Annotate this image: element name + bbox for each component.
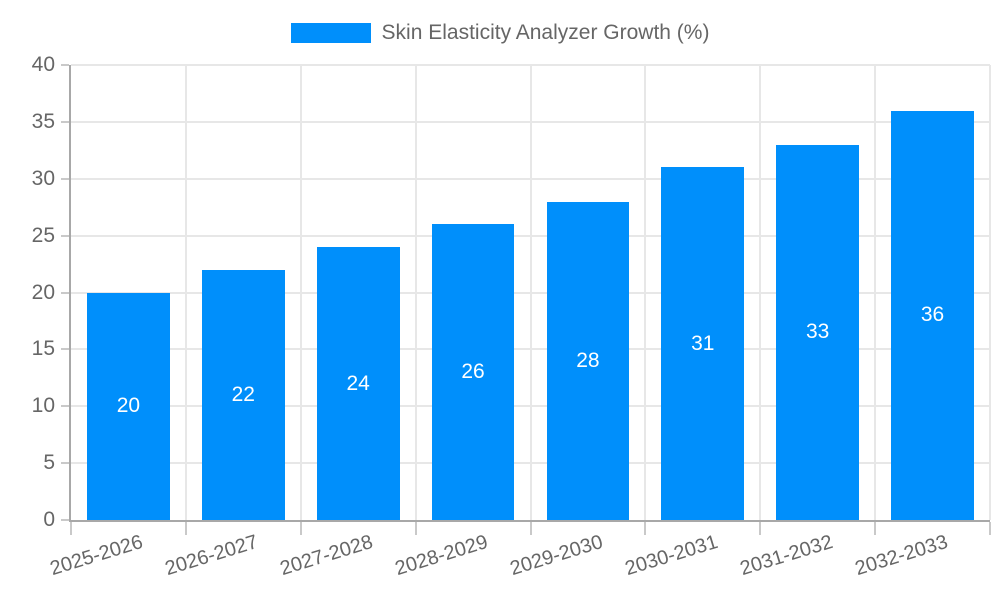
x-axis-ticks [70, 522, 991, 535]
y-axis-tick [61, 291, 69, 294]
y-axis-tick [61, 462, 69, 465]
x-axis-tick [644, 522, 647, 535]
y-axis-tick [61, 234, 69, 237]
x-axis-tick [70, 522, 72, 535]
y-axis-tick-label: 0 [43, 508, 55, 531]
v-gridline [414, 65, 417, 520]
x-axis-tick [299, 522, 302, 535]
legend-label: Skin Elasticity Analyzer Growth (%) [381, 21, 710, 44]
y-axis-tick-label: 20 [31, 280, 55, 304]
v-gridline [184, 65, 187, 520]
x-axis-tick-label: 2025-2026 [47, 531, 146, 581]
y-axis-tick [61, 120, 69, 123]
bar[interactable]: 20 [87, 292, 170, 520]
y-axis-tick [61, 405, 69, 408]
x-axis-tick-label: 2032-2033 [852, 531, 950, 581]
x-axis-tick-label: 2029-2030 [507, 531, 606, 581]
y-axis-tick-label: 30 [31, 166, 55, 190]
y-axis-tick [61, 177, 69, 180]
y-axis-tick [61, 64, 69, 66]
x-axis-labels: 2025-2026 2026-2027 2027-2028 2028-2029 2029… [48, 531, 990, 597]
bar-value-label: 26 [461, 360, 485, 384]
x-axis-tick-label: 2031-2032 [737, 531, 836, 581]
bar-value-label: 24 [346, 371, 370, 395]
bar[interactable]: 28 [546, 201, 630, 520]
x-axis-tick [414, 522, 417, 535]
bar[interactable]: 31 [661, 167, 745, 520]
x-axis-tick [529, 522, 532, 535]
y-axis-tick-label: 40 [31, 53, 55, 76]
y-axis-labels: 0 5 10 15 20 25 30 35 40 [0, 53, 55, 531]
v-gridline [529, 65, 532, 520]
v-gridline [299, 65, 302, 520]
y-axis-tick-label: 10 [31, 394, 55, 418]
legend[interactable]: Skin Elasticity Analyzer Growth (%) [0, 22, 1000, 44]
bar-value-label: 20 [116, 394, 141, 418]
bar[interactable]: 22 [201, 269, 285, 520]
y-axis-tick-label: 15 [31, 337, 55, 361]
bar-value-label: 36 [920, 303, 945, 327]
y-axis-tick-label: 35 [31, 109, 55, 133]
plot-area: 20 22 24 26 28 31 33 36 [69, 64, 991, 522]
y-axis-ticks [61, 64, 69, 521]
x-axis-tick [874, 522, 877, 535]
x-axis-tick [759, 522, 762, 535]
bar-value-label: 28 [576, 348, 600, 372]
x-axis-tick [184, 522, 187, 535]
v-gridline [989, 65, 991, 520]
bar-value-label: 33 [805, 320, 830, 344]
legend-swatch-icon [290, 23, 371, 43]
v-gridline [644, 65, 647, 520]
y-axis-tick-label: 5 [43, 451, 55, 475]
x-axis-tick-label: 2027-2028 [277, 531, 376, 581]
bar[interactable]: 36 [891, 110, 974, 520]
y-axis-tick-label: 25 [31, 223, 55, 247]
bar[interactable]: 26 [431, 224, 515, 520]
v-gridline [759, 65, 762, 520]
bar[interactable]: 24 [316, 247, 400, 520]
x-axis-tick-label: 2028-2029 [392, 531, 491, 581]
y-axis-tick [61, 348, 69, 351]
v-gridline [874, 65, 877, 520]
x-axis-tick-label: 2026-2027 [162, 531, 261, 581]
bar-value-label: 31 [691, 331, 715, 355]
bar-value-label: 22 [231, 382, 255, 406]
y-axis-tick [61, 519, 69, 521]
bar[interactable]: 33 [776, 144, 860, 520]
x-axis-tick [989, 522, 991, 535]
x-axis-tick-label: 2030-2031 [622, 531, 721, 581]
